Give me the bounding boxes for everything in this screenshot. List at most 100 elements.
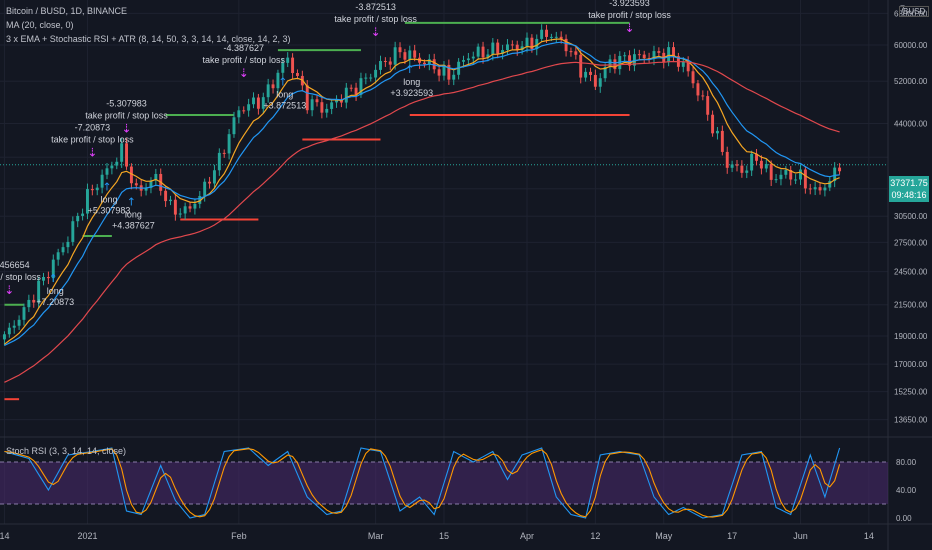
- price-tick-label: 68000.00: [894, 9, 928, 18]
- candle: [730, 164, 734, 168]
- candle: [584, 71, 588, 78]
- candle: [222, 152, 226, 154]
- candle: [427, 59, 431, 65]
- candle: [276, 72, 280, 89]
- candle: [803, 169, 807, 189]
- stoch-tick-label: 80.00: [896, 458, 917, 467]
- candle: [90, 189, 94, 191]
- candle: [183, 206, 187, 214]
- candle: [554, 36, 558, 38]
- currency-superscript: 7: [900, 4, 906, 14]
- long-marker: ↑: [102, 181, 111, 194]
- time-tick-label: 2021: [77, 531, 97, 541]
- ema-indicator-label[interactable]: 3 x EMA + Stochastic RSI + ATR (8, 14, 5…: [6, 34, 291, 44]
- candle: [393, 47, 397, 65]
- stoch-rsi-pane: 80.00 40.00 0.00: [0, 447, 917, 523]
- candle: [315, 99, 319, 103]
- signal-value-label: -3.872513: [355, 2, 396, 12]
- candle: [520, 46, 524, 51]
- candle: [266, 84, 270, 98]
- candle: [227, 134, 231, 154]
- candle: [603, 66, 607, 79]
- candle: [779, 174, 783, 180]
- candle: [344, 87, 348, 103]
- candle: [452, 74, 456, 80]
- candle: [86, 189, 89, 214]
- price-tick-label: 17000.00: [894, 360, 928, 369]
- last-price-tag: 37371.75 09:48:16: [889, 176, 929, 202]
- candle: [506, 44, 509, 51]
- candle: [56, 252, 60, 260]
- candle: [271, 84, 275, 89]
- signal-text-label: take profit / stop loss: [85, 111, 168, 121]
- candle: [725, 151, 729, 168]
- candle: [515, 44, 519, 51]
- time-tick-label: 14: [864, 531, 874, 541]
- time-axis[interactable]: 14 2021 Feb Mar 15 Apr 12 May 17 Jun 14: [0, 531, 874, 541]
- candle: [774, 179, 778, 181]
- candle: [252, 97, 255, 105]
- signal-text-label: long: [47, 286, 64, 296]
- candle: [476, 46, 480, 57]
- currency-button[interactable]: BUSD: [899, 6, 930, 17]
- candle: [354, 87, 358, 95]
- signal-value-label: -5.307983: [106, 99, 147, 109]
- candle: [115, 161, 119, 166]
- candle: [129, 166, 133, 184]
- candle: [496, 42, 500, 54]
- price-tick-label: 60000.00: [894, 41, 928, 50]
- time-tick-label: Mar: [368, 531, 384, 541]
- candle: [169, 199, 172, 202]
- ema-line: [4, 41, 840, 347]
- candle: [37, 280, 41, 303]
- candle: [325, 108, 329, 113]
- candle: [81, 213, 85, 216]
- candle: [759, 160, 763, 169]
- take-profit-marker: ⇣: [87, 145, 97, 159]
- stoch-indicator-label[interactable]: Stoch RSI (3, 3, 14, 14, close): [6, 446, 127, 456]
- candle: [608, 59, 612, 67]
- candle: [540, 29, 544, 39]
- candle: [330, 102, 334, 109]
- symbol-title[interactable]: Bitcoin / BUSD, 1D, BINANCE: [6, 6, 128, 16]
- candle: [61, 247, 65, 253]
- candle: [789, 169, 793, 180]
- candle: [188, 206, 192, 209]
- candle: [178, 213, 182, 215]
- candle: [750, 153, 754, 171]
- candle: [794, 179, 798, 181]
- long-marker: ↑: [127, 196, 136, 209]
- candle: [2, 334, 6, 340]
- take-profit-marker: ⇣: [4, 283, 14, 297]
- candle: [808, 188, 812, 190]
- price-tick-label: 13650.00: [894, 416, 928, 425]
- candle: [291, 57, 295, 74]
- candle: [154, 173, 158, 181]
- candle: [818, 187, 822, 191]
- candle: [623, 55, 627, 57]
- candle: [256, 97, 260, 109]
- candle: [432, 59, 436, 70]
- ma-indicator-label[interactable]: MA (20, close, 0): [6, 20, 74, 30]
- candle: [632, 54, 636, 66]
- candle: [12, 325, 16, 328]
- take-profit-marker: ⇣: [122, 122, 132, 136]
- candle: [466, 58, 470, 61]
- candle: [232, 117, 236, 135]
- time-tick-label: 15: [439, 531, 449, 541]
- long-marker: ↑: [278, 75, 287, 88]
- candle: [681, 61, 685, 67]
- candle: [833, 167, 837, 182]
- candle: [42, 277, 45, 281]
- candle: [637, 54, 641, 56]
- candle: [261, 97, 265, 109]
- candle: [217, 152, 221, 171]
- signal-text-label: take profit / stop loss: [202, 55, 285, 65]
- candle: [613, 59, 617, 70]
- signal-text-label: long: [403, 77, 420, 87]
- candle: [559, 36, 563, 39]
- candle: [535, 38, 539, 50]
- candle: [237, 110, 241, 118]
